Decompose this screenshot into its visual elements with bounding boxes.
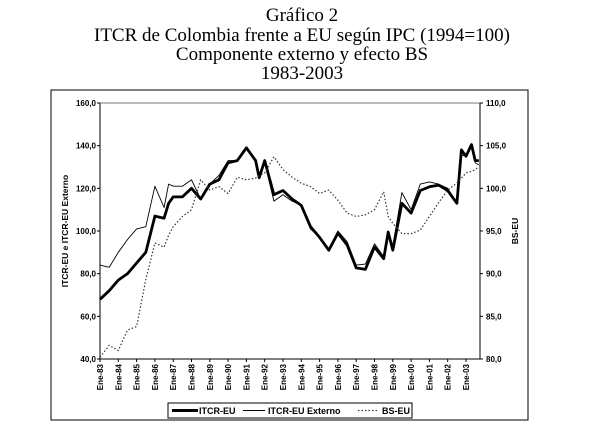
y2-tick-label: 80,0 xyxy=(486,355,502,364)
x-tick-label: Ene-90 xyxy=(224,363,233,390)
series-line-itcr-eu-externo xyxy=(99,145,480,268)
legend-label-itcr-eu: ITCR-EU xyxy=(199,406,236,416)
x-tick-label: Ene-00 xyxy=(407,363,416,390)
y-tick-label: 60,0 xyxy=(80,312,96,321)
y2-axis-label: BS-EU xyxy=(510,218,520,244)
x-tick-label: Ene-92 xyxy=(261,363,270,390)
x-tick-label: Ene-89 xyxy=(206,363,215,390)
legend-box xyxy=(167,402,413,419)
y-tick-label: 140,0 xyxy=(76,142,97,151)
y2-tick-label: 105,0 xyxy=(486,142,507,151)
x-tick-label: Ene-01 xyxy=(425,363,434,390)
y-tick-label: 40,0 xyxy=(80,355,96,364)
chart-title-line-1: Gráfico 2 xyxy=(265,5,339,26)
x-tick-label: Ene-87 xyxy=(169,363,178,390)
chart-title-line-3: Componente externo y efecto BS xyxy=(175,44,429,65)
x-tick-label: Ene-85 xyxy=(133,363,142,390)
x-tick-label: Ene-86 xyxy=(151,363,160,390)
x-tick-label: Ene-98 xyxy=(371,363,380,390)
x-tick-label: Ene-97 xyxy=(352,363,361,390)
chart-title-line-4: 1983-2003 xyxy=(260,63,344,84)
legend-label-bs-eu: BS-EU xyxy=(382,406,410,416)
x-tick-label: Ene-99 xyxy=(389,363,398,390)
y2-tick-label: 100,0 xyxy=(486,184,507,193)
chart-title-line-2: ITCR de Colombia frente a EU según IPC (… xyxy=(94,25,510,46)
y-tick-label: 100,0 xyxy=(76,227,97,236)
y2-tick-label: 95,0 xyxy=(486,227,502,236)
series-line-itcr-eu xyxy=(99,143,479,301)
legend-label-itcr-eu-externo: ITCR-EU Externo xyxy=(268,406,341,416)
x-tick-label: Ene-96 xyxy=(334,363,343,390)
y-tick-label: 120,0 xyxy=(76,184,97,193)
x-tick-label: Ene-84 xyxy=(114,363,123,390)
x-tick-label: Ene-02 xyxy=(444,363,453,390)
chart-frame xyxy=(50,89,529,421)
x-tick-label: Ene-88 xyxy=(188,363,197,390)
y-tick-label: 160,0 xyxy=(76,99,97,108)
x-tick-label: Ene-93 xyxy=(279,363,288,390)
x-tick-label: Ene-83 xyxy=(96,363,105,390)
x-tick-label: Ene-95 xyxy=(316,363,325,390)
x-tick-label: Ene-91 xyxy=(242,363,251,390)
x-tick-label: Ene-03 xyxy=(462,363,471,390)
y-axis-label: ITCR-EU e ITCR-EU Externo xyxy=(60,175,70,287)
y2-tick-label: 90,0 xyxy=(486,270,502,279)
y-tick-label: 80,0 xyxy=(80,270,96,279)
y2-tick-label: 85,0 xyxy=(486,312,502,321)
series-line-bs-eu xyxy=(99,156,480,358)
x-tick-label: Ene-94 xyxy=(297,363,306,390)
legend: ITCR-EU ITCR-EU Externo BS-EU xyxy=(167,402,413,419)
y2-tick-label: 110,0 xyxy=(486,99,506,108)
